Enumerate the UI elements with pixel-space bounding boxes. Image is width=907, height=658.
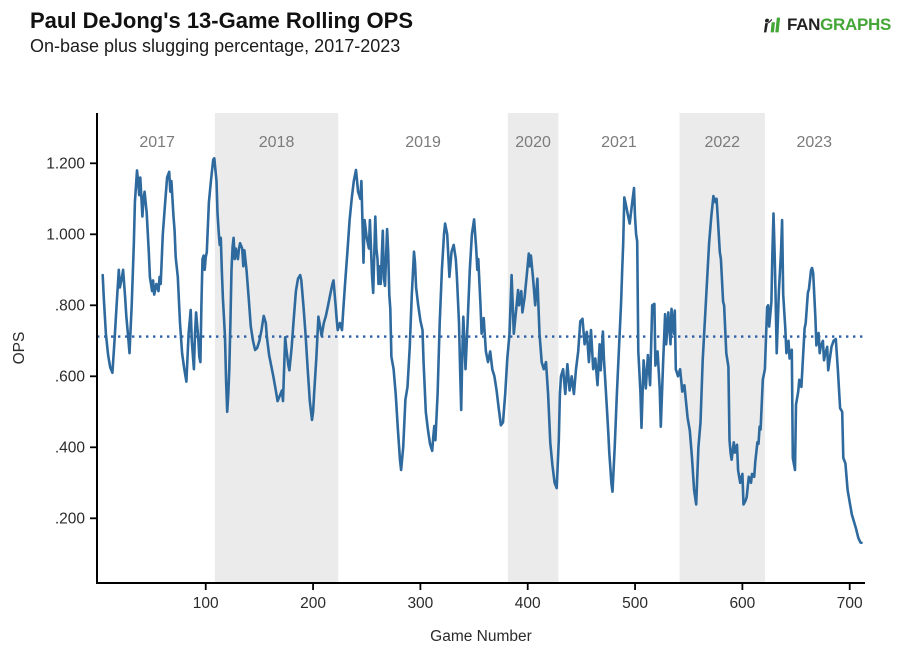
x-axis-title: Game Number (430, 628, 532, 645)
rolling-ops-series (101, 157, 863, 545)
x-tick-label: 500 (622, 595, 648, 612)
brand-text-fan: FAN (786, 15, 821, 34)
x-tick-label: 600 (729, 595, 755, 612)
y-tick-label: .400 (55, 439, 86, 456)
page-subtitle: On-base plus slugging percentage, 2017-2… (30, 36, 401, 57)
year-label-2018: 2018 (259, 134, 295, 151)
x-tick-label: 400 (515, 595, 541, 612)
chart-header: Paul DeJong's 13-Game Rolling OPS On-bas… (30, 8, 413, 57)
year-label-2023: 2023 (796, 134, 832, 151)
y-tick-label: 1.200 (46, 155, 85, 172)
y-tick-label: .600 (55, 368, 86, 385)
x-tick-label: 700 (837, 595, 863, 612)
x-tick-label: 100 (193, 595, 219, 612)
year-label-2022: 2022 (704, 134, 740, 151)
season-band-2020 (507, 113, 559, 583)
year-label-2019: 2019 (405, 134, 441, 151)
year-label-2021: 2021 (601, 134, 637, 151)
season-band-2022 (679, 113, 765, 583)
y-tick-label: 1.000 (46, 226, 85, 243)
y-tick-label: .800 (55, 297, 86, 314)
year-label-2020: 2020 (515, 134, 551, 151)
x-tick-label: 200 (300, 595, 326, 612)
fangraphs-logo: FAN GRAPHS (762, 14, 891, 36)
page-title: Paul DeJong's 13-Game Rolling OPS (30, 8, 413, 33)
year-label-2017: 2017 (139, 134, 175, 151)
fangraphs-bars-icon (762, 14, 787, 36)
x-tick-label: 300 (407, 595, 433, 612)
season-band-2018 (214, 113, 339, 583)
y-tick-label: .200 (55, 510, 86, 527)
brand-text-graphs: GRAPHS (820, 15, 891, 34)
y-axis-title: OPS (11, 332, 28, 365)
